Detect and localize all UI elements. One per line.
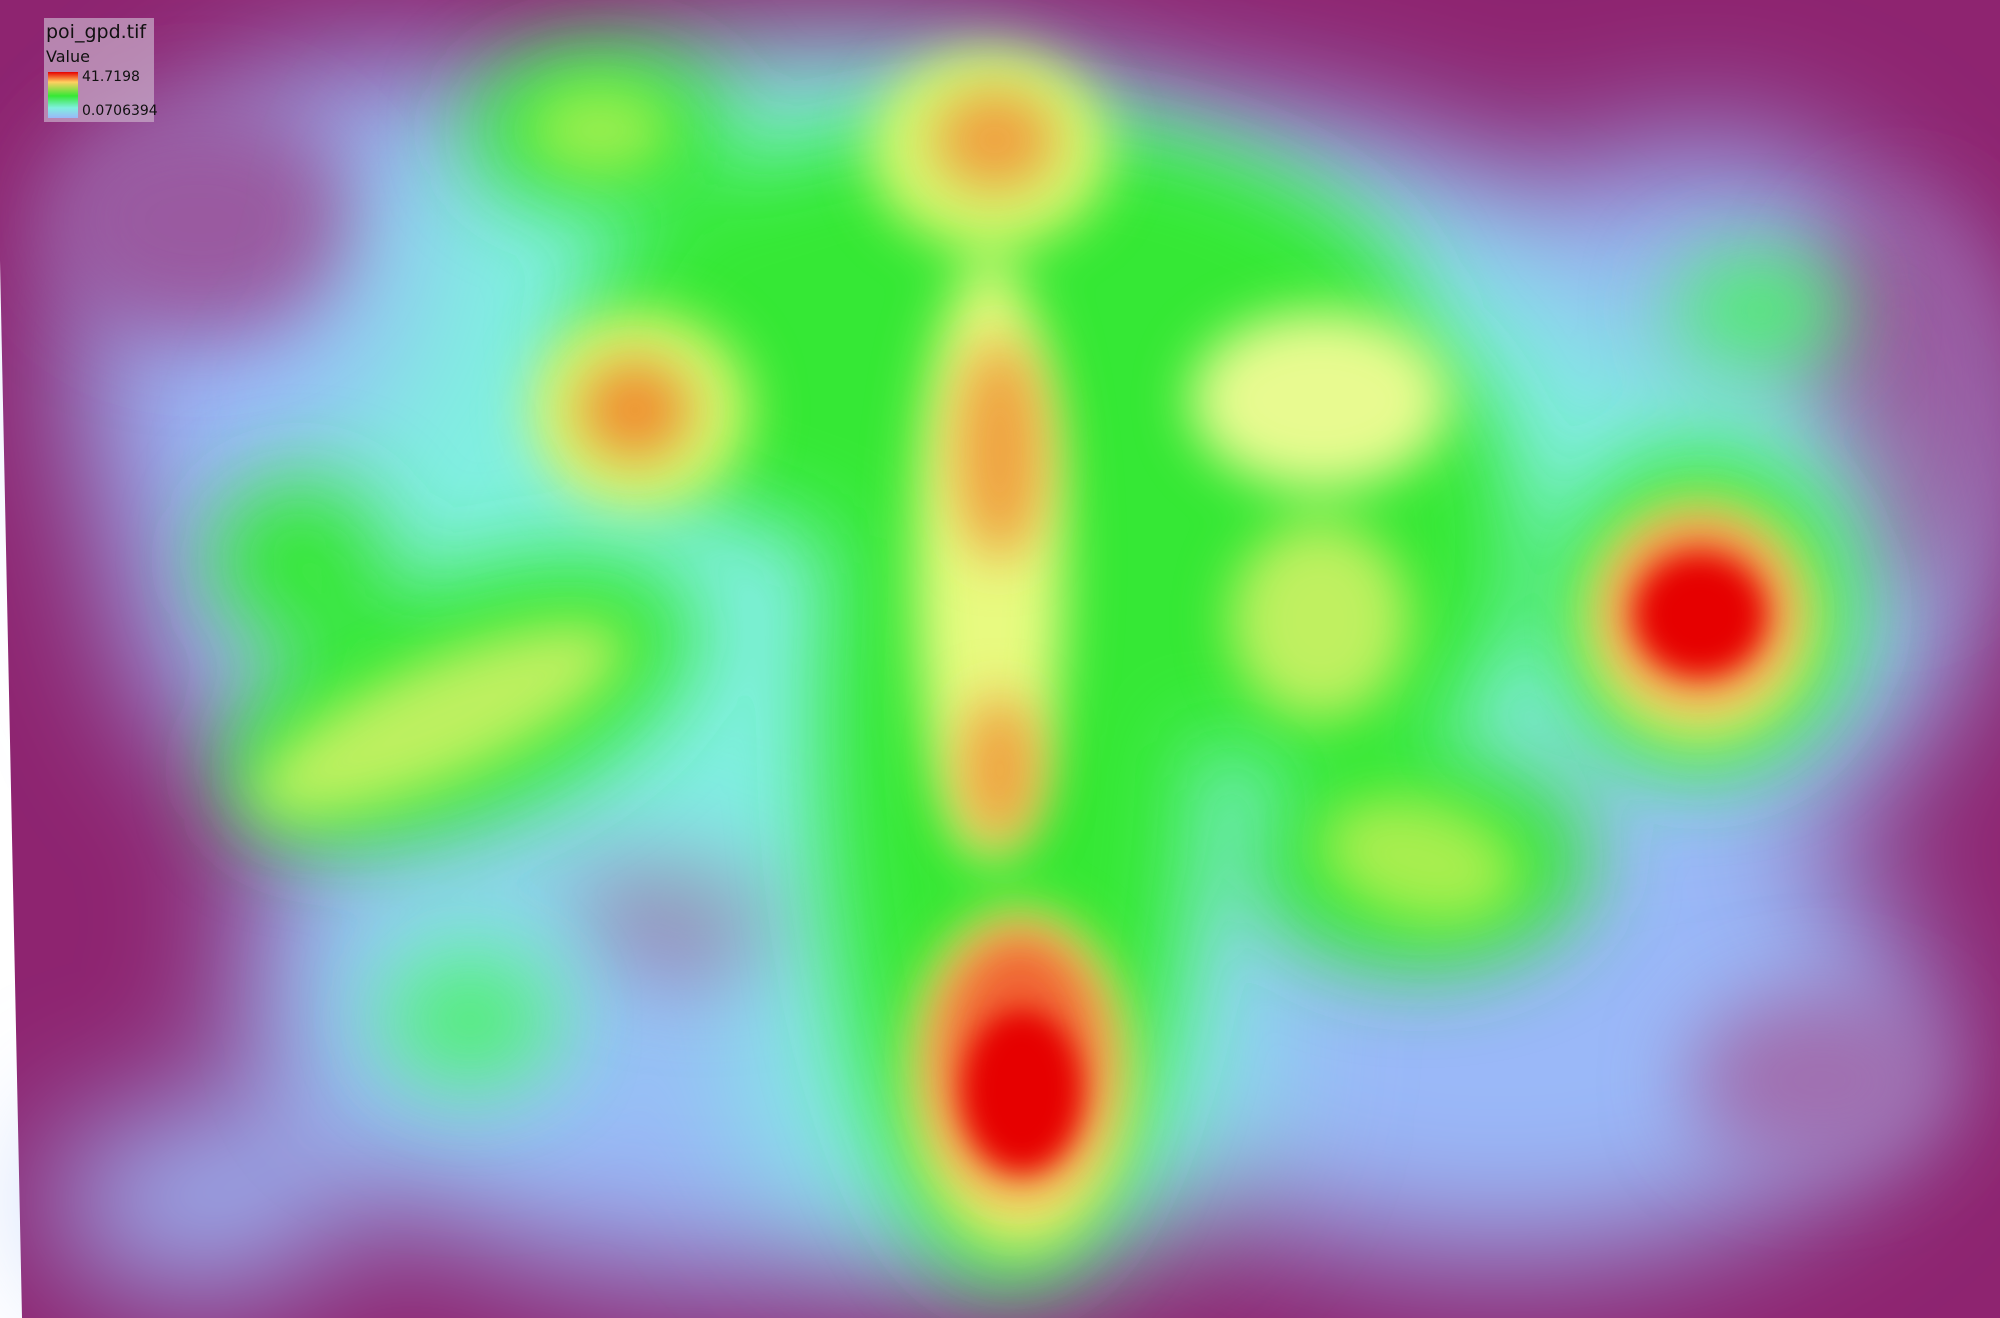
map-legend: poi_gpd.tif Value 41.7198 0.0706394 [44,18,158,122]
legend-min-value: 0.0706394 [82,103,158,119]
legend-field-label: Value [46,47,90,66]
legend-max-value: 41.7198 [82,69,140,85]
legend-layer-name: poi_gpd.tif [46,21,147,43]
legend-color-ramp [48,72,78,118]
red-hotspots [964,557,1762,1170]
legend-ramp-row: 41.7198 0.0706394 [46,68,158,126]
